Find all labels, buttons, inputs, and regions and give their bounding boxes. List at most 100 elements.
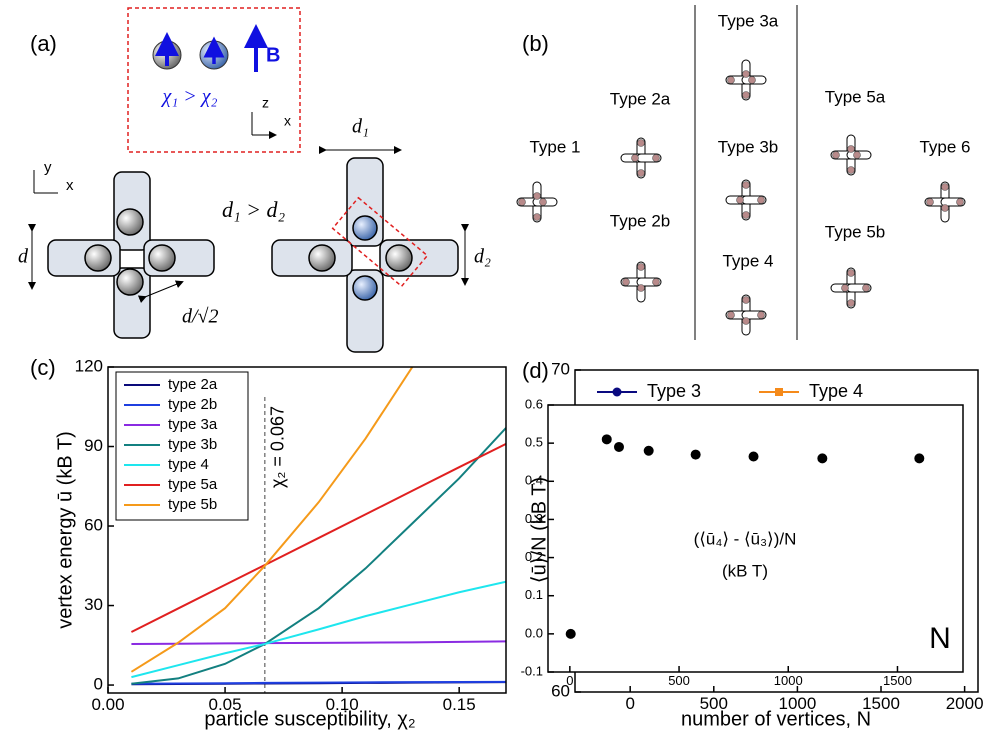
particle — [518, 198, 526, 206]
y-tick-label: 0.0 — [525, 625, 543, 640]
y-axis-label: ⟨ū⟩/N (kB T) — [528, 477, 550, 583]
particle — [748, 76, 756, 84]
legend-label: type 3b — [168, 436, 217, 453]
x-tick-label: 1000 — [774, 673, 803, 688]
legend-box — [127, 7, 301, 153]
panel-b: (b) Type 1 Type 2a Type 2b Type 3a Type 3b Ty… — [516, 5, 971, 340]
vertex-left — [47, 171, 215, 339]
type-label: Type 2a — [610, 89, 671, 108]
y-tick-label: -0.1 — [521, 663, 543, 678]
y-tick-label: 70 — [551, 359, 570, 378]
y-tick-label: 60 — [84, 516, 103, 535]
particle — [757, 311, 765, 319]
x-tick-label: 0 — [625, 694, 634, 713]
point — [817, 453, 828, 464]
series-line — [131, 640, 506, 645]
y-tick-label: 120 — [75, 356, 103, 375]
type-label: Type 5b — [825, 222, 886, 241]
panel-a: (a) B χ₁ > χ₂ z x y x d d/√2 d₁ > d₂ — [18, 7, 491, 353]
y-tick-label: 0.1 — [525, 587, 543, 602]
y-axis-label: vertex energy ū (kB T) — [54, 431, 76, 628]
inset-text: (kB T) — [722, 561, 768, 580]
x-tick-label: 1500 — [862, 694, 900, 713]
vertex-icon — [620, 261, 662, 303]
x-tick-label: 0.15 — [443, 695, 476, 714]
particle — [736, 196, 744, 204]
vertex-icon — [830, 267, 872, 309]
particle — [637, 169, 645, 177]
legend-label: type 2b — [168, 396, 217, 413]
x-tick-label: 500 — [700, 694, 728, 713]
vertex-icon — [725, 59, 767, 101]
particle — [533, 192, 541, 200]
type-label: Type 5a — [825, 87, 886, 106]
type-label: Type 1 — [529, 137, 580, 156]
y-tick-label: 0.3 — [525, 511, 543, 526]
field-label: B — [266, 44, 280, 66]
x-tick-label: 0.00 — [91, 695, 124, 714]
axis-label: x — [284, 113, 291, 129]
particle — [742, 181, 750, 189]
point — [565, 628, 576, 639]
dim-label: d/√2 — [182, 306, 219, 328]
particle — [742, 317, 750, 325]
point — [748, 451, 759, 462]
x-tick-label: 1000 — [778, 694, 816, 713]
particle — [742, 296, 750, 304]
axis-label: y — [44, 159, 52, 176]
legend-label: Type 4 — [809, 381, 863, 401]
particle — [742, 211, 750, 219]
vertex-icon — [830, 134, 872, 176]
y-tick-label: 0 — [94, 675, 103, 694]
axes-frame — [107, 366, 507, 694]
axes-frame — [547, 404, 964, 673]
particle — [742, 91, 750, 99]
series-line — [130, 442, 506, 633]
panel-label: (c) — [30, 355, 56, 380]
particle — [847, 299, 855, 307]
particle — [637, 284, 645, 292]
point — [643, 445, 654, 456]
inset-text: (⟨ū₄⟩ - ⟨ū₃⟩)/N — [694, 529, 797, 548]
panel-label: (b) — [522, 31, 549, 56]
vertex-right — [271, 157, 459, 353]
axes-icon — [251, 112, 275, 135]
axes-icon — [33, 170, 58, 194]
series-line — [131, 427, 506, 685]
legend-label: type 5b — [168, 496, 217, 513]
panel-label: (d) — [522, 358, 549, 383]
dim-label: d₁ — [352, 116, 369, 138]
vertex-icon — [620, 137, 662, 179]
particle — [637, 139, 645, 147]
x-tick-label: 500 — [668, 673, 690, 688]
particle — [727, 311, 735, 319]
point — [690, 449, 701, 460]
x-axis-label: number of vertices, N — [681, 708, 871, 730]
particle — [533, 213, 541, 221]
chart-panel: 0 500 1000 1500 -0.1 0.0 0.1 0.2 0.3 0.4 0.5 0.6 N (⟨… — [521, 396, 964, 688]
particle — [757, 196, 765, 204]
type-label: Type 3b — [718, 137, 779, 156]
x-axis-label: N — [929, 622, 951, 655]
y-tick-label: 0.2 — [525, 549, 543, 564]
y-tick-label: 30 — [84, 595, 103, 614]
particle — [631, 154, 639, 162]
particle — [539, 198, 547, 206]
particle — [941, 183, 949, 191]
x-tick-label: 0.10 — [326, 695, 359, 714]
y-tick-label: 90 — [84, 436, 103, 455]
chi-relation: χ₁ > χ₂ — [161, 86, 218, 108]
legend-label: Type 3 — [647, 381, 701, 401]
plot-area — [130, 367, 506, 693]
series-line — [131, 580, 506, 679]
particle — [652, 154, 660, 162]
particle — [847, 166, 855, 174]
y-tick-label: 0.6 — [525, 396, 543, 411]
particle — [841, 284, 849, 292]
dimension — [137, 280, 184, 303]
legend-label: type 3a — [168, 416, 218, 433]
y-tick-label: 0.4 — [525, 473, 543, 488]
x-tick-label: 0 — [566, 673, 573, 688]
